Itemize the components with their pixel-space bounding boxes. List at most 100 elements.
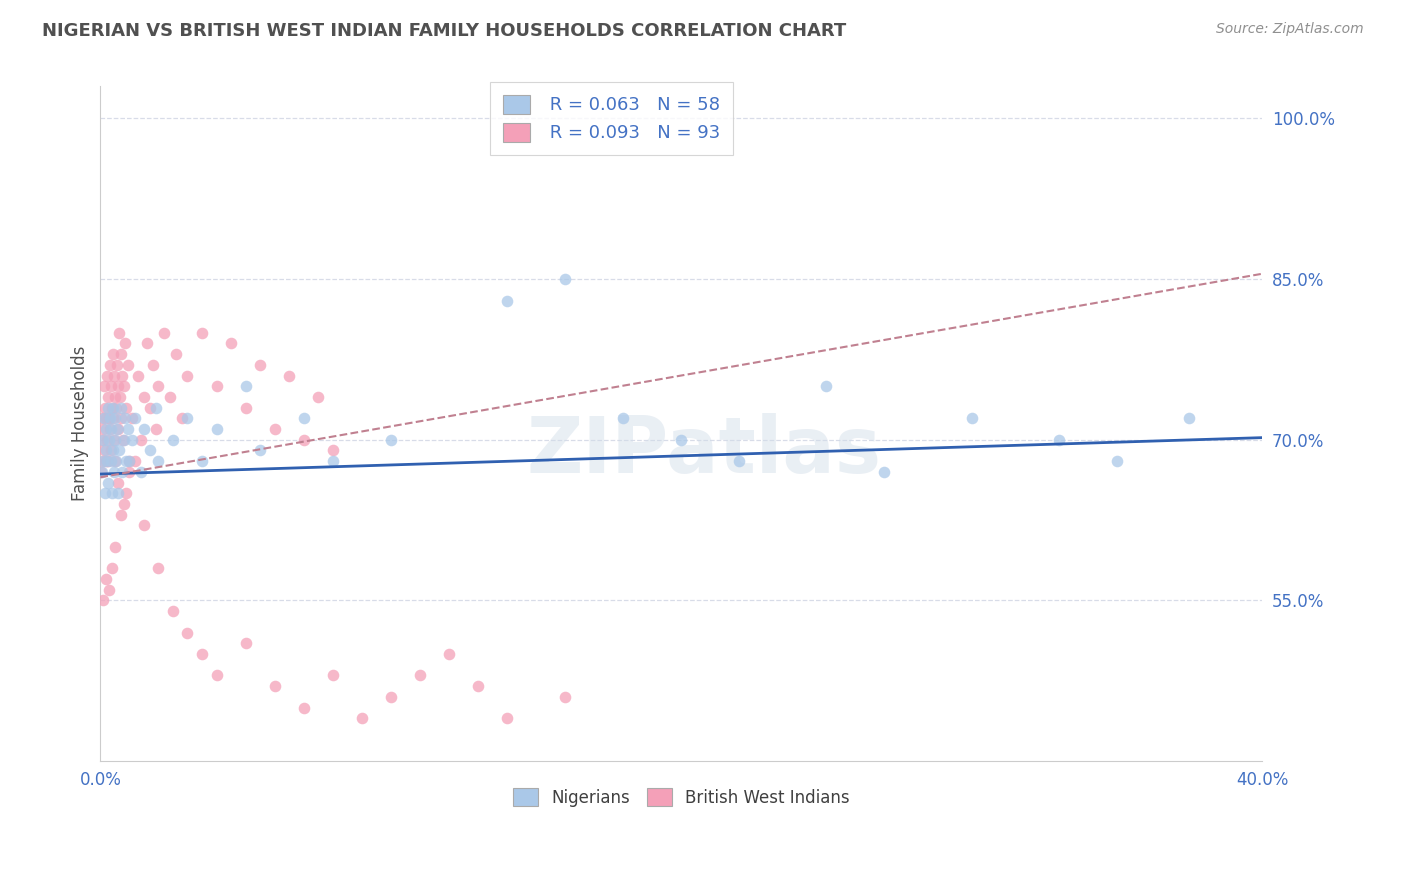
Point: [292, 433, 315, 447]
Point: [115, 486, 138, 500]
Point: [94, 443, 117, 458]
Point: [90, 465, 112, 479]
Point: [205, 422, 228, 436]
Point: [153, 326, 176, 340]
Point: [145, 422, 167, 436]
Point: [101, 561, 124, 575]
Point: [322, 443, 344, 458]
Point: [97, 401, 120, 415]
Point: [117, 358, 139, 372]
Point: [437, 647, 460, 661]
Point: [124, 454, 146, 468]
Point: [114, 411, 136, 425]
Point: [112, 497, 135, 511]
Point: [138, 401, 160, 415]
Point: [104, 433, 127, 447]
Point: [96, 368, 118, 383]
Point: [104, 454, 127, 468]
Point: [105, 422, 128, 436]
Point: [97, 454, 120, 468]
Point: [93, 486, 115, 500]
Point: [110, 347, 132, 361]
Point: [103, 368, 125, 383]
Point: [278, 368, 301, 383]
Point: [176, 625, 198, 640]
Point: [91, 433, 114, 447]
Point: [873, 465, 896, 479]
Point: [1105, 454, 1128, 468]
Point: [205, 379, 228, 393]
Point: [98, 411, 121, 425]
Point: [235, 401, 257, 415]
Point: [112, 433, 135, 447]
Point: [111, 368, 134, 383]
Point: [118, 454, 141, 468]
Point: [127, 368, 149, 383]
Point: [380, 690, 402, 704]
Point: [103, 433, 125, 447]
Point: [132, 390, 155, 404]
Point: [191, 454, 214, 468]
Point: [98, 358, 121, 372]
Point: [350, 711, 373, 725]
Point: [91, 454, 114, 468]
Point: [108, 390, 131, 404]
Text: Source: ZipAtlas.com: Source: ZipAtlas.com: [1216, 22, 1364, 37]
Point: [114, 336, 136, 351]
Point: [219, 336, 242, 351]
Point: [176, 368, 198, 383]
Point: [100, 443, 122, 458]
Point: [669, 433, 692, 447]
Point: [107, 475, 129, 490]
Point: [98, 433, 121, 447]
Point: [91, 593, 114, 607]
Point: [292, 700, 315, 714]
Point: [142, 358, 165, 372]
Point: [409, 668, 432, 682]
Point: [728, 454, 751, 468]
Point: [90, 433, 112, 447]
Point: [307, 390, 329, 404]
Point: [91, 454, 114, 468]
Point: [107, 486, 129, 500]
Point: [118, 454, 141, 468]
Point: [191, 647, 214, 661]
Point: [249, 443, 271, 458]
Text: NIGERIAN VS BRITISH WEST INDIAN FAMILY HOUSEHOLDS CORRELATION CHART: NIGERIAN VS BRITISH WEST INDIAN FAMILY H…: [42, 22, 846, 40]
Point: [96, 433, 118, 447]
Point: [101, 486, 124, 500]
Point: [101, 347, 124, 361]
Point: [322, 668, 344, 682]
Point: [108, 443, 131, 458]
Point: [162, 433, 184, 447]
Point: [105, 358, 128, 372]
Point: [104, 540, 127, 554]
Point: [98, 411, 121, 425]
Point: [104, 411, 127, 425]
Point: [496, 711, 519, 725]
Text: ZIPatlas: ZIPatlas: [527, 413, 882, 489]
Y-axis label: Family Households: Family Households: [72, 346, 89, 501]
Legend: Nigerians, British West Indians: Nigerians, British West Indians: [506, 781, 856, 814]
Point: [165, 347, 187, 361]
Point: [103, 465, 125, 479]
Point: [96, 572, 118, 586]
Point: [145, 401, 167, 415]
Point: [110, 411, 132, 425]
Point: [111, 465, 134, 479]
Point: [108, 326, 131, 340]
Point: [100, 422, 122, 436]
Point: [91, 422, 114, 436]
Point: [135, 336, 157, 351]
Point: [1178, 411, 1201, 425]
Point: [104, 390, 127, 404]
Point: [235, 379, 257, 393]
Point: [148, 454, 170, 468]
Point: [107, 379, 129, 393]
Point: [132, 422, 155, 436]
Point: [97, 390, 120, 404]
Point: [111, 433, 134, 447]
Point: [263, 679, 285, 693]
Point: [94, 401, 117, 415]
Point: [100, 454, 122, 468]
